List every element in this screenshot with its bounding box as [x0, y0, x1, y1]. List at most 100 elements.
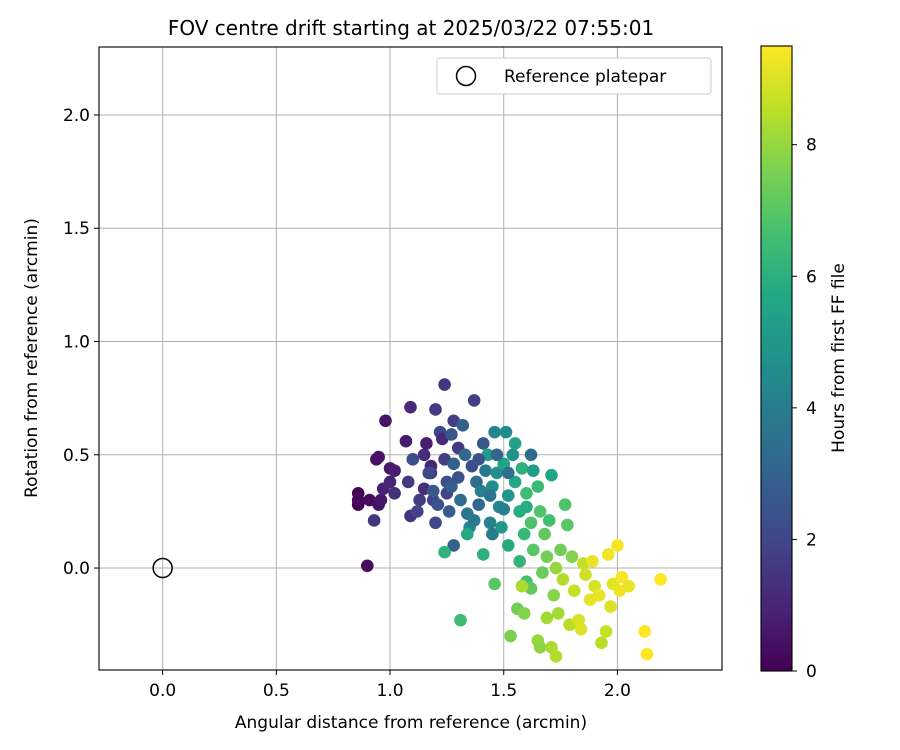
- scatter-point: [454, 493, 467, 507]
- scatter-point: [586, 554, 599, 568]
- scatter-point: [467, 514, 481, 527]
- scatter-point: [542, 514, 556, 527]
- scatter-point: [461, 527, 474, 541]
- x-tick-label: 0.0: [149, 681, 176, 701]
- scatter-point: [476, 437, 490, 450]
- scatter-point: [622, 579, 636, 593]
- scatter-point: [547, 588, 561, 602]
- scatter-point: [458, 448, 472, 462]
- scatter-point: [372, 450, 385, 464]
- colorbar-label: Hours from first FF file: [829, 263, 849, 453]
- scatter-point: [540, 550, 554, 564]
- scatter-point: [538, 527, 551, 541]
- scatter-point: [488, 425, 501, 439]
- grid-lines: [99, 47, 722, 670]
- scatter-point: [406, 453, 420, 466]
- x-tick-label: 1.0: [377, 681, 404, 701]
- y-axis-ticks: 0.0 0.5 1.0 1.5 2.0: [63, 106, 99, 579]
- y-tick-label: 1.5: [63, 219, 90, 239]
- scatter-point: [445, 480, 458, 493]
- scatter-point: [447, 539, 461, 552]
- scatter-point: [526, 543, 540, 557]
- scatter-point: [554, 543, 567, 557]
- scatter-point: [404, 400, 417, 414]
- scatter-point: [567, 584, 581, 598]
- scatter-point: [611, 539, 624, 552]
- scatter-point: [501, 466, 515, 480]
- x-tick-label: 1.5: [490, 681, 517, 701]
- scatter-point: [508, 475, 522, 489]
- chart-title: FOV centre drift starting at 2025/03/22 …: [168, 16, 654, 40]
- scatter-point: [558, 498, 572, 511]
- scatter-point: [454, 613, 467, 627]
- scatter-point: [595, 636, 608, 650]
- legend-marker: [455, 65, 477, 87]
- scatter-point: [472, 498, 486, 511]
- scatter-point: [504, 629, 517, 643]
- scatter-point: [426, 484, 440, 498]
- scatter-point: [592, 588, 606, 602]
- data-points: [351, 378, 667, 663]
- scatter-point: [565, 550, 579, 564]
- scatter-point: [467, 394, 481, 407]
- x-tick-label: 2.0: [604, 681, 631, 701]
- scatter-point: [533, 505, 547, 518]
- scatter-point: [499, 425, 513, 439]
- scatter-point: [513, 554, 526, 568]
- scatter-point: [495, 520, 508, 534]
- scatter-point: [383, 475, 397, 489]
- y-tick-label: 0.5: [63, 446, 90, 466]
- scatter-point: [524, 448, 538, 462]
- scatter-point: [429, 403, 442, 416]
- scatter-point: [520, 486, 533, 500]
- y-tick-label: 1.0: [63, 333, 90, 353]
- scatter-point: [422, 466, 435, 480]
- scatter-point: [420, 437, 433, 450]
- scatter-point: [442, 505, 456, 518]
- scatter-point: [540, 611, 554, 625]
- scatter-point: [447, 457, 461, 471]
- scatter-point: [517, 527, 531, 541]
- scatter-point: [360, 559, 374, 573]
- scatter-point: [411, 505, 424, 518]
- scatter-point: [561, 518, 574, 532]
- scatter-point: [536, 566, 549, 579]
- scatter-point: [351, 493, 365, 507]
- scatter-point: [490, 448, 504, 462]
- scatter-point: [501, 489, 515, 502]
- scatter-point: [604, 600, 617, 613]
- scatter-point: [374, 493, 388, 507]
- scatter-point: [520, 500, 533, 514]
- scatter-point: [654, 573, 667, 586]
- legend-label: Reference platepar: [504, 67, 666, 87]
- scatter-point: [438, 378, 451, 391]
- scatter-point: [401, 475, 415, 489]
- scatter-point: [551, 607, 565, 620]
- scatter-point: [515, 462, 529, 475]
- scatter-point: [413, 493, 426, 507]
- scatter-point: [640, 647, 654, 661]
- scatter-point: [399, 434, 413, 448]
- scatter-point: [615, 570, 629, 584]
- x-axis-ticks: 0.0 0.5 1.0 1.5 2.0: [149, 670, 631, 701]
- legend: Reference platepar: [436, 57, 712, 95]
- scatter-point: [545, 468, 558, 482]
- scatter-point: [524, 516, 538, 530]
- colorbar-tick-label: 2: [806, 530, 817, 550]
- scatter-point: [579, 568, 592, 582]
- scatter-point: [497, 502, 511, 516]
- x-axis-label: Angular distance from reference (arcmin): [235, 713, 587, 733]
- scatter-point: [431, 498, 445, 511]
- scatter-point: [367, 514, 381, 527]
- scatter-point: [451, 471, 465, 484]
- scatter-point: [476, 548, 490, 561]
- scatter-point: [388, 464, 401, 477]
- scatter-point: [549, 561, 563, 575]
- scatter-point: [388, 486, 401, 500]
- scatter-point: [379, 414, 392, 428]
- colorbar-tick-label: 6: [806, 267, 817, 287]
- scatter-point: [526, 464, 540, 477]
- scatter-point: [445, 428, 458, 441]
- scatter-point: [483, 489, 497, 502]
- y-tick-label: 0.0: [63, 559, 90, 579]
